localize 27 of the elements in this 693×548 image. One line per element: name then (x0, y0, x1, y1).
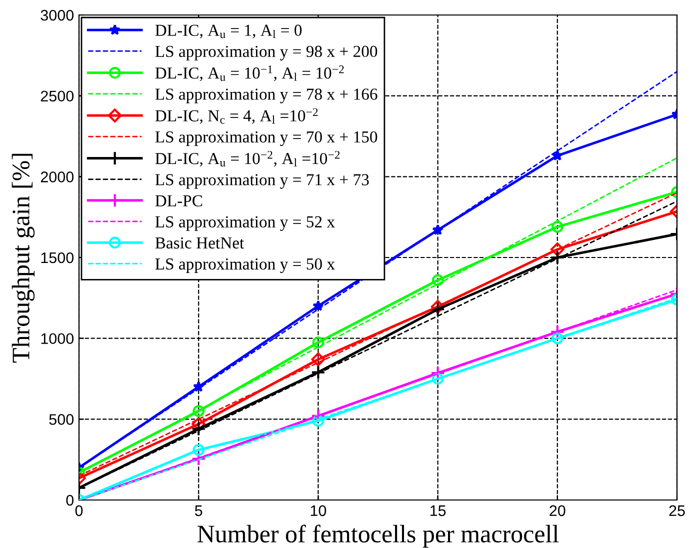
legend-label: DL-IC, A$_{u}$ = 10$^{−2}$, A$_{l}$ =10$^{−2}$ (155, 150, 340, 167)
x-tick-label: 0 (75, 505, 83, 516)
y-tick-label: 0 (66, 494, 74, 506)
y-tick-label: 3000 (40, 10, 74, 21)
legend-label: Basic HetNet (155, 237, 244, 249)
x-tick-label: 20 (550, 505, 566, 516)
legend-label: LS approximation y = 52 x (155, 216, 335, 231)
y-tick-label: 2500 (40, 90, 74, 102)
x-tick-label: 5 (194, 505, 202, 516)
y-axis-title: Throughput gain [%] (12, 154, 35, 363)
legend-label: LS approximation y = 98 x + 200 (155, 46, 378, 60)
x-axis-title: Number of femtocells per macrocell (198, 524, 559, 548)
legend-label: DL-IC, A$_{u}$ = 1, A$_{l}$ = 0 (155, 24, 302, 38)
legend-label: LS approximation y = 50 x (155, 258, 335, 274)
y-tick-label: 1000 (41, 333, 74, 344)
legend-label: DL-IC, N$_{c}$ = 4, A$_{l}$ =10$^{−2}$ (155, 108, 318, 124)
y-tick-label: 500 (49, 414, 74, 425)
x-tick-label: 25 (669, 505, 685, 516)
legend-label: LS approximation y = 71 x + 73 (155, 174, 369, 189)
legend-label: DL-IC, A$_{u}$ = 10$^{−1}$, A$_{l}$ = 10$^{−2}$ (155, 65, 344, 82)
x-tick-label: 15 (430, 505, 446, 516)
legend-label: DL-PC (155, 195, 202, 206)
y-tick-label: 2000 (40, 172, 74, 182)
y-tick-label: 1500 (41, 252, 74, 264)
x-tick-label: 10 (310, 505, 326, 516)
legend-label: LS approximation y = 78 x + 166 (155, 88, 378, 104)
legend-label: LS approximation y = 70 x + 150 (155, 131, 378, 146)
